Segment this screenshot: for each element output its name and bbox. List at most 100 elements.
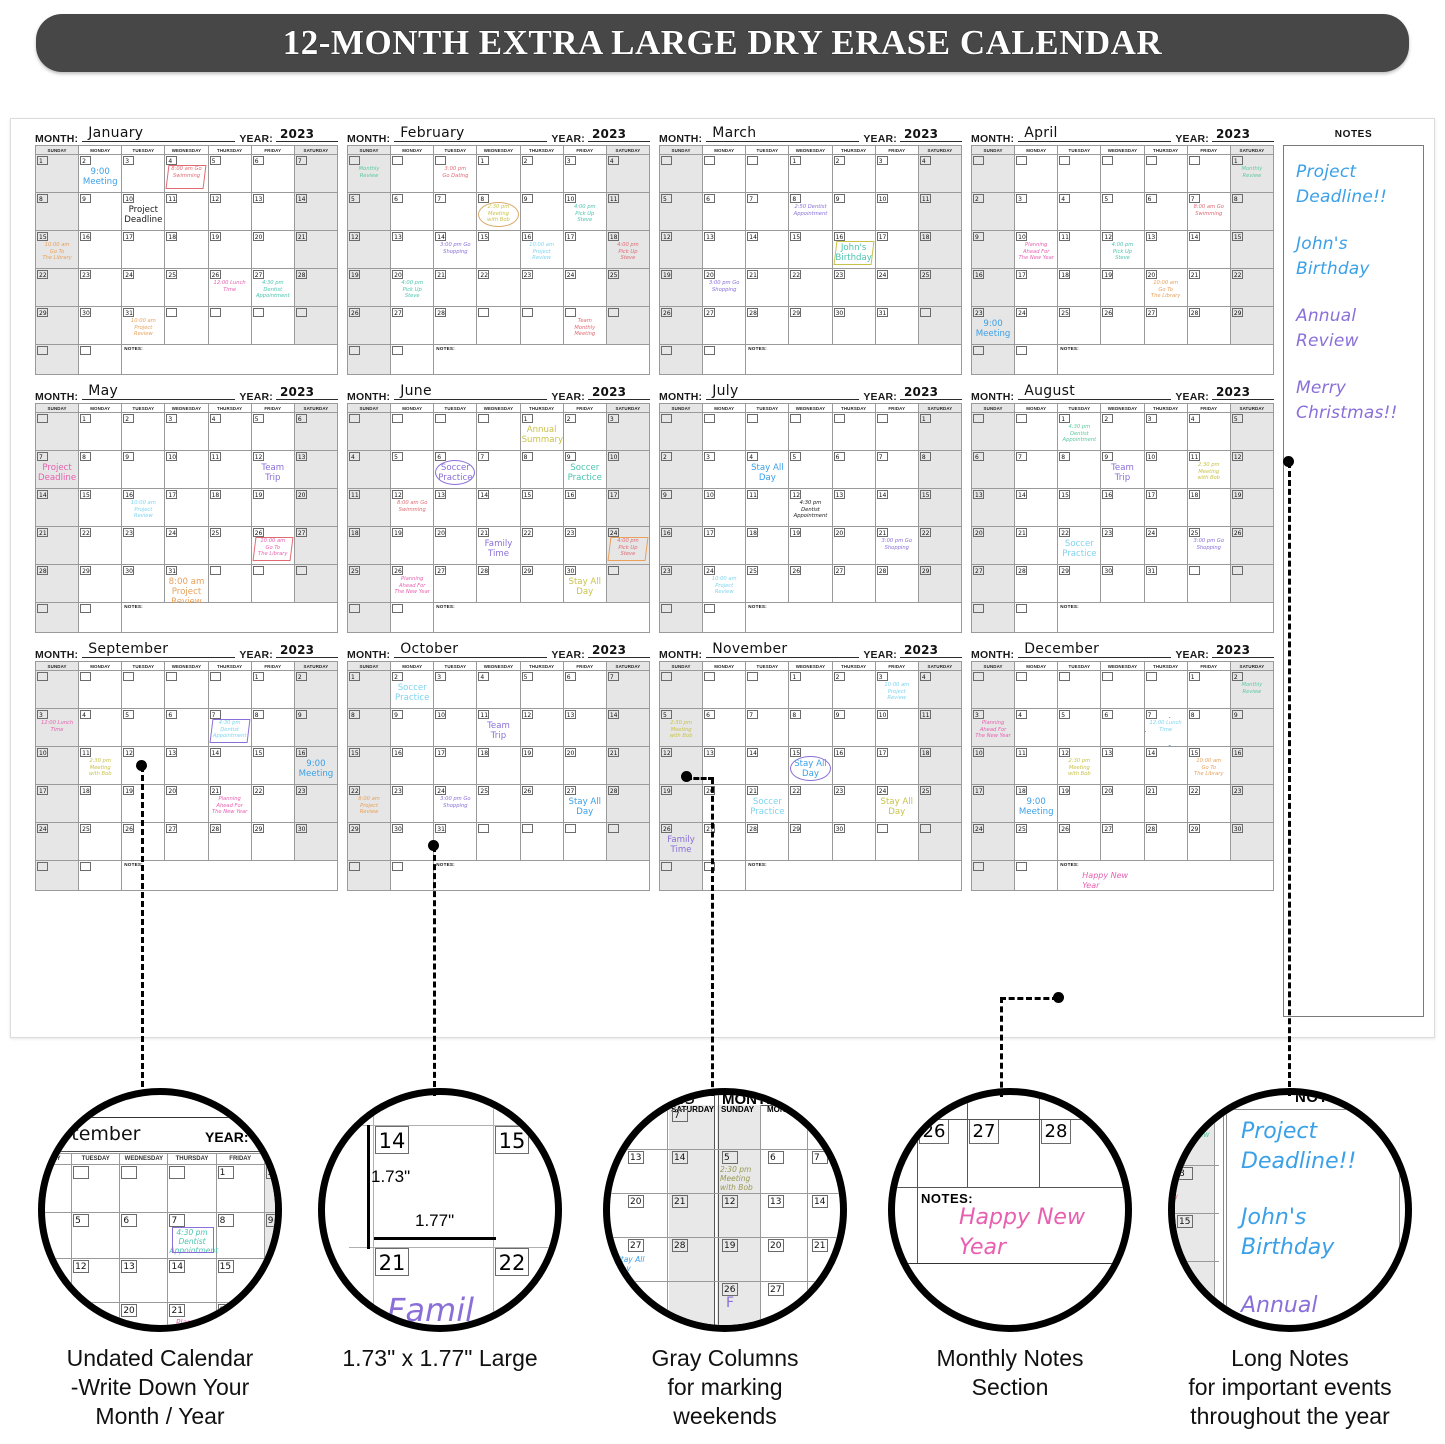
calendar-cell[interactable]: 25 (1014, 822, 1059, 861)
calendar-cell[interactable]: 29 (34, 306, 80, 345)
calendar-cell[interactable]: 17 (1014, 268, 1059, 307)
calendar-cell[interactable]: 2 (1100, 412, 1145, 451)
month-write-line[interactable]: January (82, 125, 236, 142)
calendar-cell[interactable] (34, 860, 80, 891)
calendar-cell[interactable]: 8 (34, 192, 80, 231)
calendar-cell[interactable] (346, 602, 392, 633)
calendar-cell[interactable] (164, 306, 209, 345)
calendar-cell[interactable]: 21 Soccer Practice (745, 784, 790, 823)
calendar-cell[interactable] (831, 412, 876, 451)
calendar-cell[interactable]: 22 (34, 268, 80, 307)
calendar-cell[interactable]: 25 (605, 268, 651, 307)
calendar-cell[interactable]: 21 (605, 746, 651, 785)
calendar-cell[interactable]: 21 (293, 230, 339, 269)
calendar-cell[interactable]: 8 (788, 708, 833, 747)
calendar-cell[interactable] (1014, 602, 1059, 633)
calendar-cell[interactable] (970, 412, 1016, 451)
calendar-cell[interactable]: 4 (1186, 412, 1231, 451)
calendar-cell[interactable]: 6 (702, 708, 747, 747)
calendar-cell[interactable]: 10 (605, 450, 651, 489)
calendar-cell[interactable]: 26 (1057, 822, 1102, 861)
calendar-cell[interactable]: 10 (702, 488, 747, 527)
calendar-cell[interactable]: 29 (1186, 822, 1231, 861)
calendar-cell[interactable] (658, 154, 704, 193)
calendar-cell[interactable]: 16 10:00 am Project Review (519, 230, 564, 269)
calendar-cell[interactable]: 11 2:30 pm Meeting with Bob (78, 746, 123, 785)
calendar-cell[interactable]: 26 (346, 306, 392, 345)
calendar-cell[interactable]: 16 John's Birthday (831, 230, 876, 269)
calendar-cell[interactable]: 17 (562, 230, 607, 269)
calendar-cell[interactable]: 2 Monthly Review (1229, 670, 1275, 709)
calendar-cell[interactable]: 7 12:00 Lunch Time (1143, 708, 1195, 747)
calendar-cell[interactable]: 30 (390, 822, 435, 861)
calendar-cell[interactable]: 3 (433, 670, 478, 709)
year-write-line[interactable]: 2023 (588, 127, 650, 142)
calendar-cell[interactable]: 5 (346, 192, 392, 231)
calendar-cell[interactable]: 19 (250, 488, 295, 527)
calendar-cell[interactable] (1014, 412, 1059, 451)
calendar-cell[interactable]: 29 (788, 306, 833, 345)
calendar-cell[interactable]: 5 2:30 pm Meeting with Bob (658, 708, 704, 747)
calendar-cell[interactable]: 1 (788, 670, 833, 709)
calendar-cell[interactable]: 15 (250, 746, 295, 785)
calendar-cell[interactable]: 4 (207, 412, 252, 451)
month-write-line[interactable]: February (394, 125, 548, 142)
calendar-cell[interactable]: 2 (293, 670, 339, 709)
calendar-cell[interactable] (658, 344, 704, 375)
calendar-cell[interactable]: 17 (874, 746, 919, 785)
calendar-cell[interactable]: 16 (562, 488, 607, 527)
calendar-cell[interactable]: 25 (917, 784, 963, 823)
calendar-cell[interactable] (476, 822, 521, 861)
monthly-notes-cell[interactable]: NOTES: (433, 860, 650, 891)
calendar-cell[interactable]: 16 10:00 am Project Review (121, 488, 166, 527)
calendar-cell[interactable]: 16 (1229, 746, 1275, 785)
calendar-cell[interactable] (658, 602, 704, 633)
calendar-cell[interactable]: 20 (1100, 784, 1145, 823)
calendar-cell[interactable]: 30 (1229, 822, 1275, 861)
calendar-cell[interactable]: 22 (78, 526, 123, 565)
calendar-cell[interactable]: 10 (874, 192, 919, 231)
calendar-cell[interactable]: 27 (1100, 822, 1145, 861)
calendar-cell[interactable]: 18 (476, 746, 521, 785)
calendar-cell[interactable]: 11 2:30 pm Meeting with Bob (1186, 450, 1231, 489)
calendar-cell[interactable]: 2 (831, 670, 876, 709)
calendar-cell[interactable]: 27 (433, 564, 478, 603)
calendar-cell[interactable] (519, 822, 564, 861)
calendar-cell[interactable]: 8 (1186, 708, 1231, 747)
calendar-cell[interactable]: 1 4:30 pm Dentist Appointment (1057, 412, 1102, 451)
calendar-cell[interactable] (874, 412, 919, 451)
calendar-cell[interactable]: 3 10:00 am Project Review (874, 670, 919, 709)
calendar-cell[interactable]: 27 (1143, 306, 1188, 345)
calendar-cell[interactable]: 13 (702, 230, 747, 269)
calendar-cell[interactable] (390, 412, 435, 451)
calendar-cell[interactable]: 3 12:00 Lunch Time (34, 708, 80, 747)
calendar-cell[interactable]: 24 (1143, 526, 1188, 565)
calendar-cell[interactable] (605, 306, 651, 345)
calendar-cell[interactable]: 22 (788, 268, 833, 307)
calendar-cell[interactable]: 8 (519, 450, 564, 489)
calendar-cell[interactable]: 28 (874, 564, 919, 603)
monthly-notes-cell[interactable]: NOTES: (745, 344, 962, 375)
calendar-cell[interactable]: 23 (1100, 526, 1145, 565)
calendar-cell[interactable]: 20 10:00 am Go To The Library (1143, 268, 1188, 307)
calendar-cell[interactable]: 9 (970, 230, 1016, 269)
calendar-cell[interactable]: 30 (78, 306, 123, 345)
calendar-cell[interactable]: 17 (970, 784, 1016, 823)
calendar-cell[interactable]: 3 (1143, 412, 1188, 451)
month-write-line[interactable]: April (1018, 125, 1172, 142)
calendar-cell[interactable] (917, 306, 963, 345)
calendar-cell[interactable]: 29 (250, 822, 295, 861)
calendar-cell[interactable] (1100, 670, 1145, 709)
calendar-cell[interactable]: 27 (702, 306, 747, 345)
calendar-cell[interactable]: 3 (562, 154, 607, 193)
monthly-notes-cell[interactable]: NOTES: (433, 602, 650, 633)
calendar-cell[interactable] (390, 602, 435, 633)
calendar-cell[interactable]: 1 (1186, 670, 1231, 709)
calendar-cell[interactable]: 6 (390, 192, 435, 231)
calendar-cell[interactable]: 31 (433, 822, 478, 861)
calendar-cell[interactable]: 24 Stay All Day (874, 784, 919, 823)
calendar-cell[interactable]: 23 (78, 268, 123, 307)
calendar-cell[interactable]: 27 (831, 564, 876, 603)
calendar-cell[interactable]: 27 (970, 564, 1016, 603)
calendar-cell[interactable] (121, 670, 166, 709)
